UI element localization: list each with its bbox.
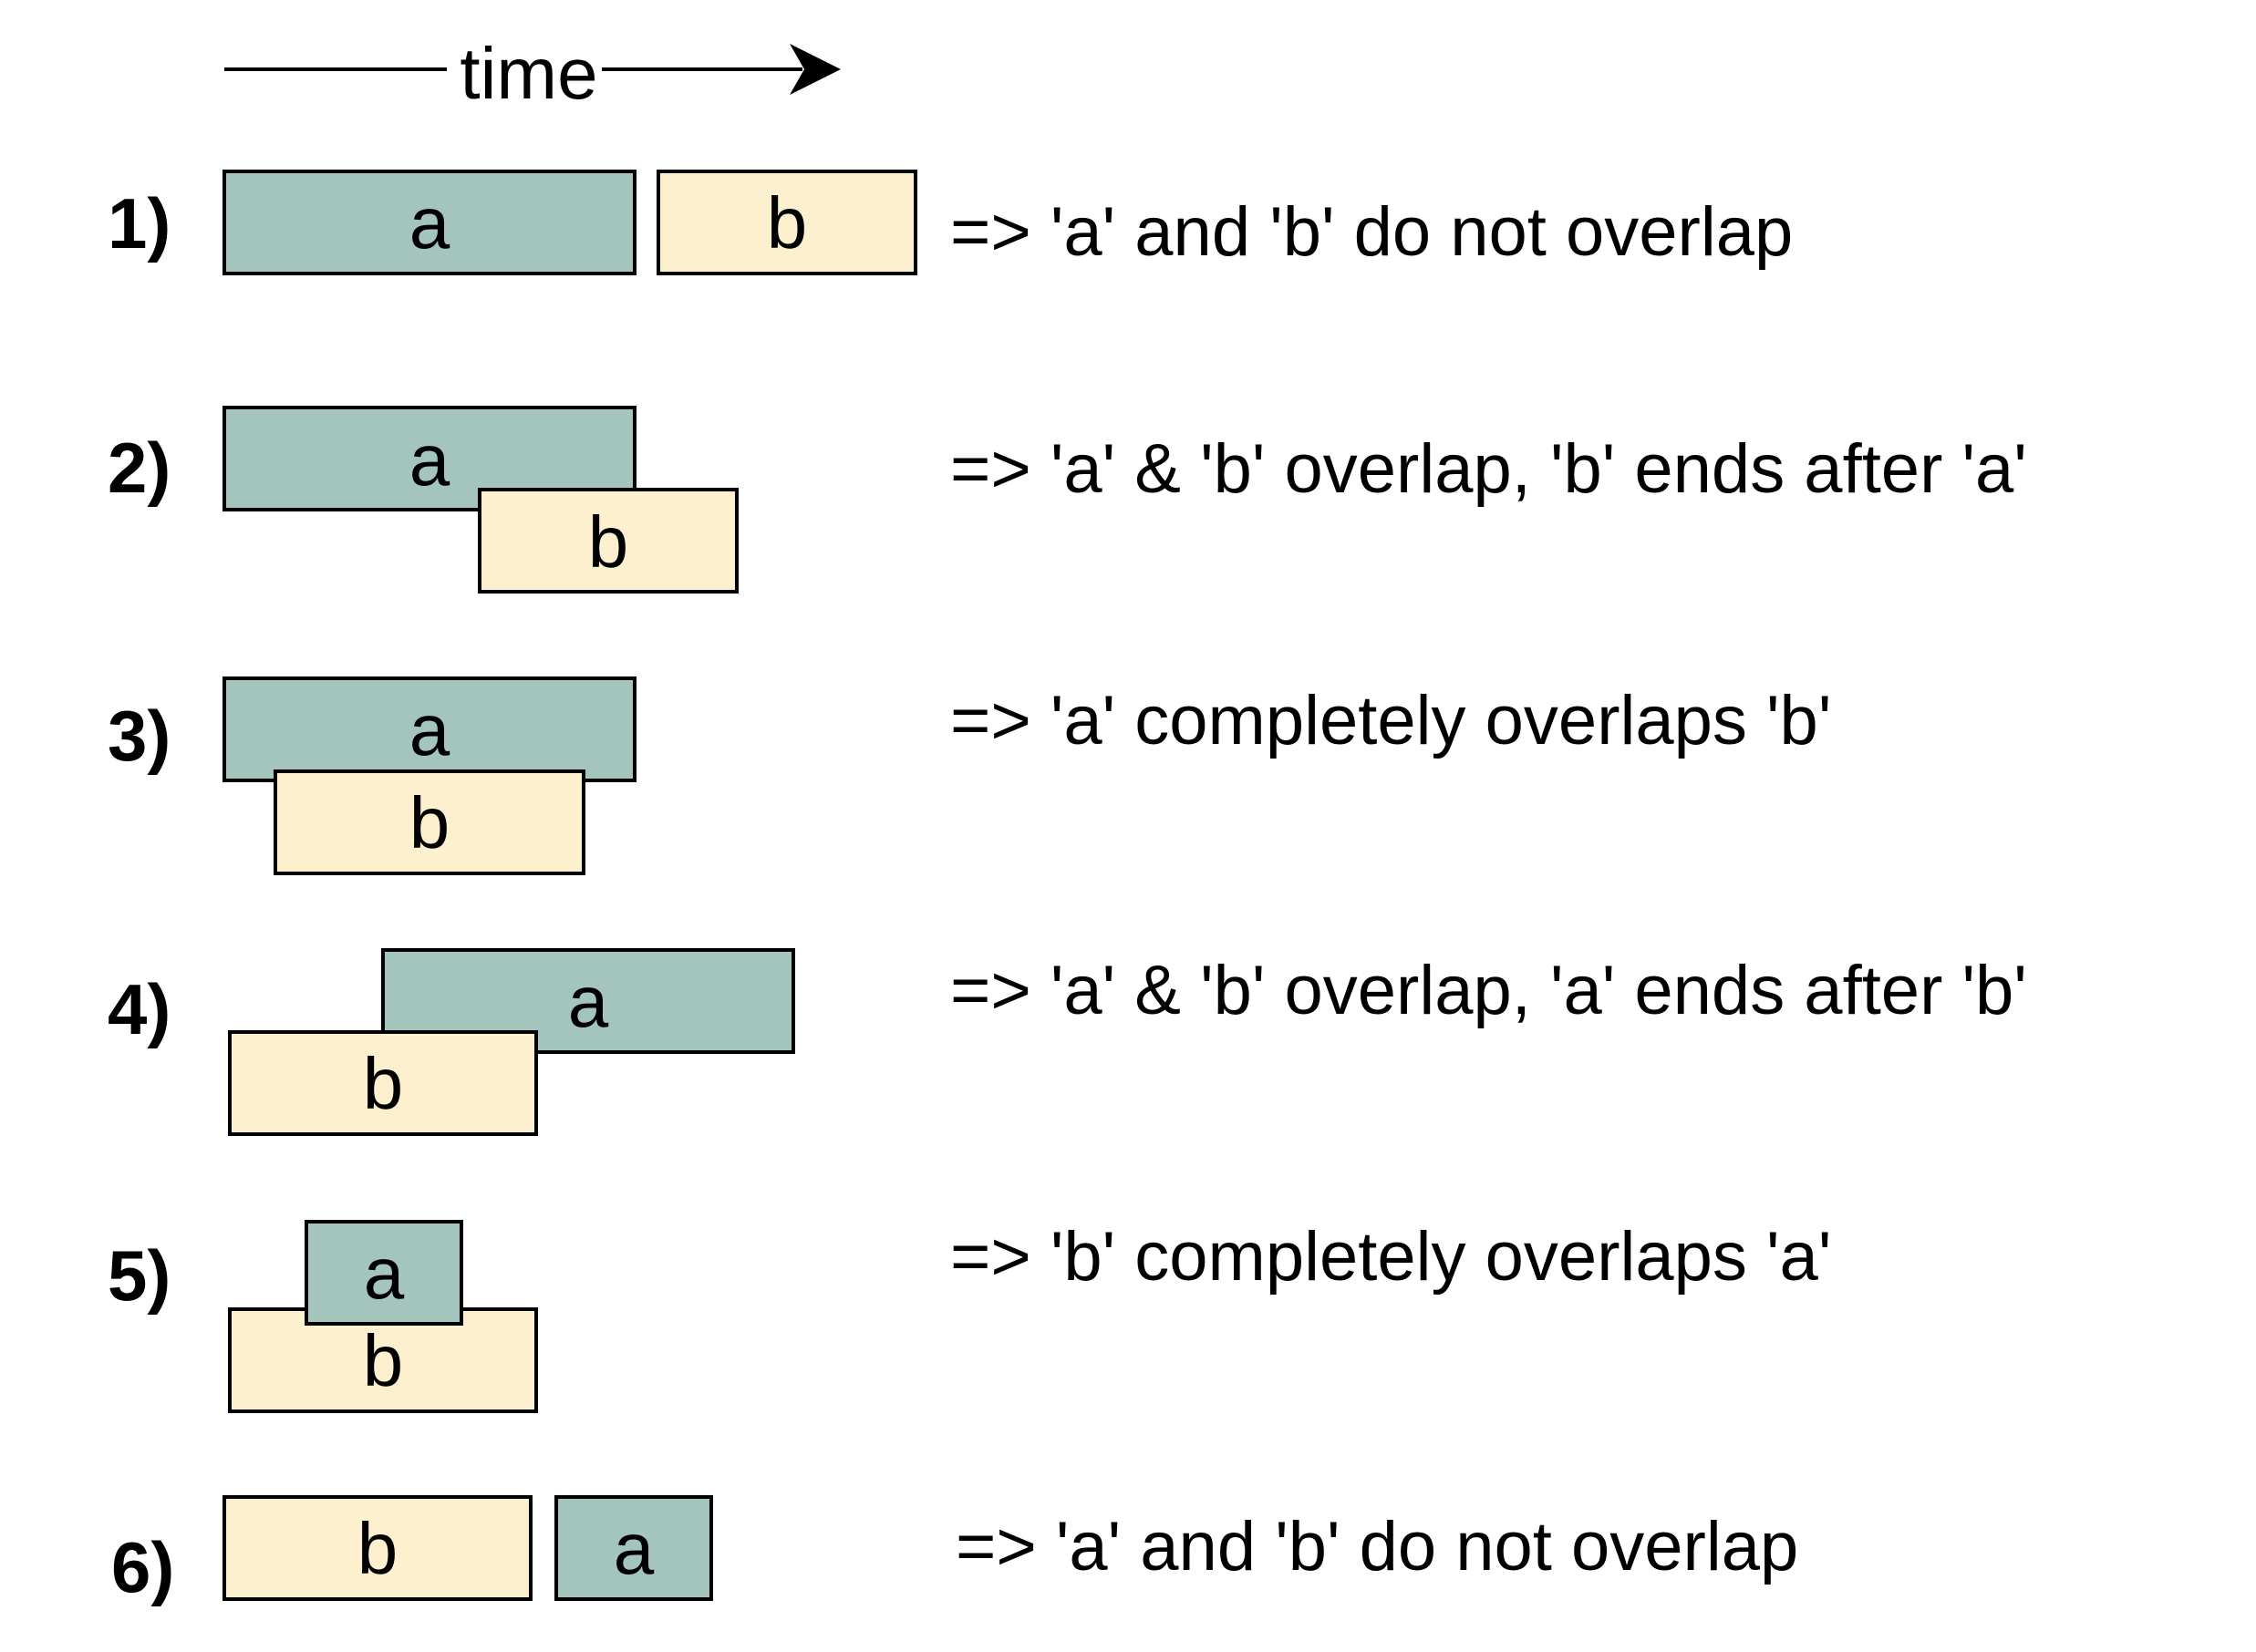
row-description: => 'a' & 'b' overlap, 'a' ends after 'b' — [950, 952, 2027, 1029]
row-description: => 'a' and 'b' do not overlap — [956, 1508, 1798, 1585]
bar-a — [222, 676, 636, 782]
row-number: 6) — [111, 1527, 174, 1607]
bar-a — [554, 1495, 713, 1601]
row-2: 2) a b => 'a' & 'b' overlap, 'b' ends af… — [108, 406, 2027, 594]
row-6: 6) b a => 'a' and 'b' do not overlap — [111, 1495, 1798, 1607]
bar-b-label: b — [363, 1320, 404, 1401]
row-description: => 'a' completely overlaps 'b' — [950, 682, 1831, 759]
bar-a-label: a — [614, 1508, 655, 1589]
bar-b — [228, 1307, 538, 1413]
row-description: => 'b' completely overlaps 'a' — [950, 1218, 1831, 1296]
row-3: 3) a b => 'a' completely overlaps 'b' — [108, 676, 1831, 875]
bar-b — [222, 1495, 533, 1601]
bar-b-label: b — [588, 501, 629, 583]
row-number: 1) — [108, 183, 171, 263]
row-number: 2) — [108, 428, 171, 508]
time-axis-arrowhead-icon — [790, 44, 841, 95]
time-label-background — [447, 27, 602, 109]
bar-b — [657, 170, 917, 275]
bar-b-label: b — [409, 782, 450, 863]
bar-a — [305, 1220, 463, 1326]
time-axis: time — [224, 27, 841, 114]
bar-b-label: b — [363, 1043, 404, 1124]
row-description: => 'a' & 'b' overlap, 'b' ends after 'a' — [950, 430, 2027, 508]
row-number: 4) — [108, 969, 171, 1049]
time-label: time — [460, 33, 597, 114]
bar-a-label: a — [568, 961, 609, 1042]
bar-b-label: b — [767, 182, 808, 263]
bar-a-label: a — [409, 182, 450, 263]
row-number: 3) — [108, 696, 171, 776]
bar-a-label: a — [364, 1233, 405, 1314]
row-number: 5) — [108, 1235, 171, 1316]
bar-a-label: a — [409, 689, 450, 770]
bar-b-label: b — [357, 1508, 398, 1589]
bar-b — [274, 769, 585, 875]
bar-b — [228, 1030, 538, 1136]
row-4: 4) a b => 'a' & 'b' overlap, 'a' ends af… — [108, 948, 2027, 1136]
bar-a — [222, 170, 636, 275]
row-5: 5) b a => 'b' completely overlaps 'a' — [108, 1218, 1831, 1413]
row-1: 1) a b => 'a' and 'b' do not overlap — [108, 170, 1793, 275]
row-description: => 'a' and 'b' do not overlap — [950, 193, 1793, 271]
bar-a-label: a — [409, 419, 450, 501]
bar-b — [478, 488, 739, 594]
